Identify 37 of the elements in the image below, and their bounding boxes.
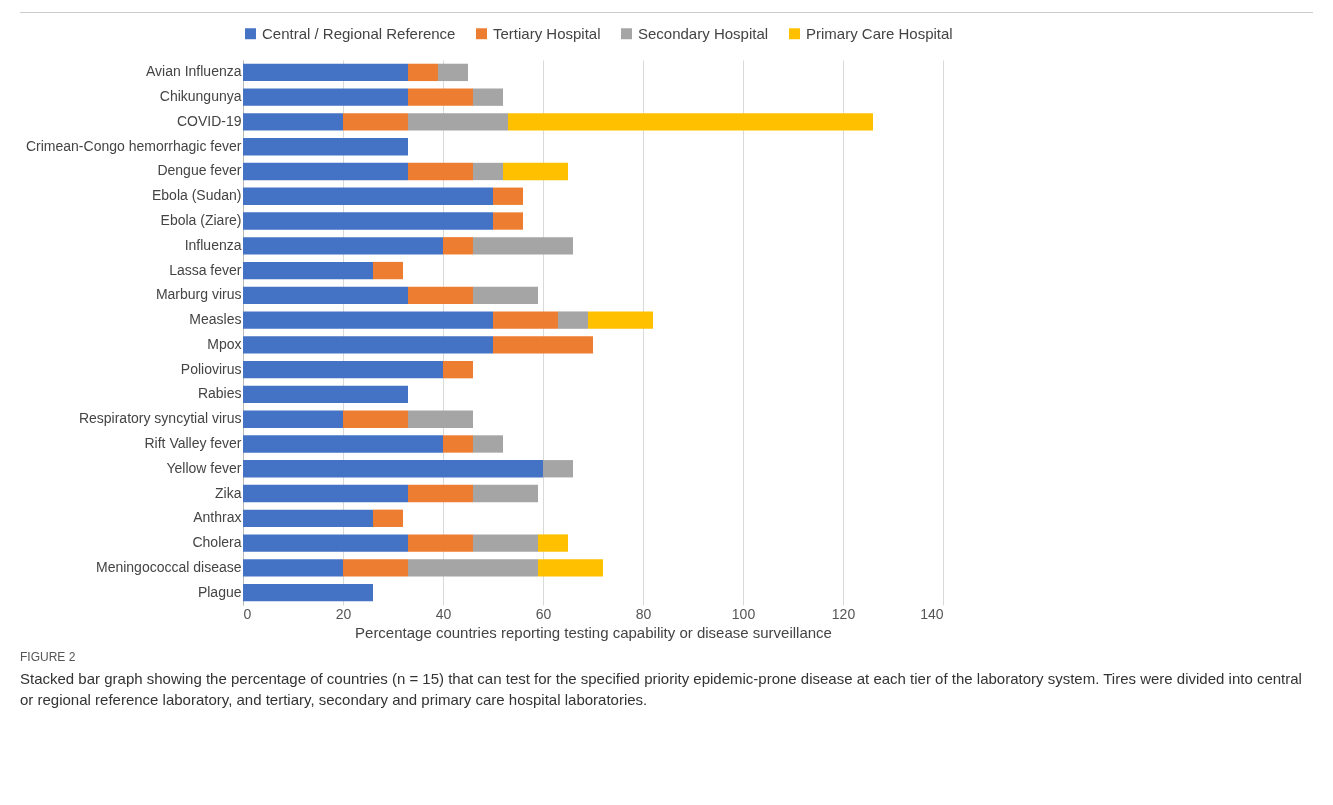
y-tick-label: Ebola (Ziare) (160, 212, 242, 229)
legend-label: Secondary Hospital (638, 24, 769, 42)
x-tick-label: 120 (831, 605, 856, 622)
x-axis-title: Percentage countries reporting testing capability or disease surveillance (355, 623, 832, 641)
y-tick-label: Plague (197, 583, 242, 600)
y-tick-label: Zika (215, 484, 242, 501)
x-tick-label: 20 (335, 605, 352, 622)
y-tick-label: Influenza (184, 236, 242, 253)
y-tick-label: Crimean-Congo hemorrhagic fever (25, 137, 242, 154)
x-tick-label: 100 (731, 605, 756, 622)
y-tick-label: Marburg virus (155, 286, 242, 303)
legend-label: Central / Regional Reference (262, 24, 456, 42)
caption: FIGURE 2 (20, 649, 77, 666)
y-tick-label: Respiratory syncytial virus (78, 410, 242, 427)
y-tick-label: Ebola (Sudan) (151, 187, 242, 204)
x-tick-label: 0 (243, 605, 252, 622)
y-tick-label: Mpox (207, 335, 242, 352)
y-tick-label: Dengue fever (157, 162, 242, 179)
y-tick-label: Meningococcal disease (95, 558, 242, 575)
y-tick-label: Anthrax (193, 509, 242, 526)
x-tick-label: 140 (920, 605, 944, 622)
y-tick-label: Avian Influenza (146, 63, 242, 80)
y-tick-label: Measles (189, 311, 242, 328)
legend-label: Tertiary Hospital (493, 24, 601, 42)
y-tick-label: Poliovirus (180, 360, 242, 377)
y-tick-label: COVID-19 (176, 112, 242, 129)
y-tick-label: Cholera (192, 534, 242, 551)
y-tick-label: Rift Valley fever (144, 434, 242, 451)
x-tick-label: 80 (635, 605, 652, 622)
y-tick-label: Chikungunya (159, 88, 242, 105)
x-tick-label: 60 (535, 605, 552, 622)
y-tick-label: Lassa fever (169, 261, 242, 278)
text: Stacked bar graph showing the percentage of countries (n = 15) that can test for the specified priority epidemic-prone disease at each tier of the laboratory system. Tires were divided into central or regional reference laboratory, and tertiary, secondary and primary care hospital laboratories. (20, 668, 1303, 710)
legend-label: Primary Care Hospital (806, 24, 953, 42)
y-tick-label: Yellow fever (166, 459, 242, 476)
x-tick-label: 40 (435, 605, 452, 622)
y-tick-label: Rabies (197, 385, 242, 402)
